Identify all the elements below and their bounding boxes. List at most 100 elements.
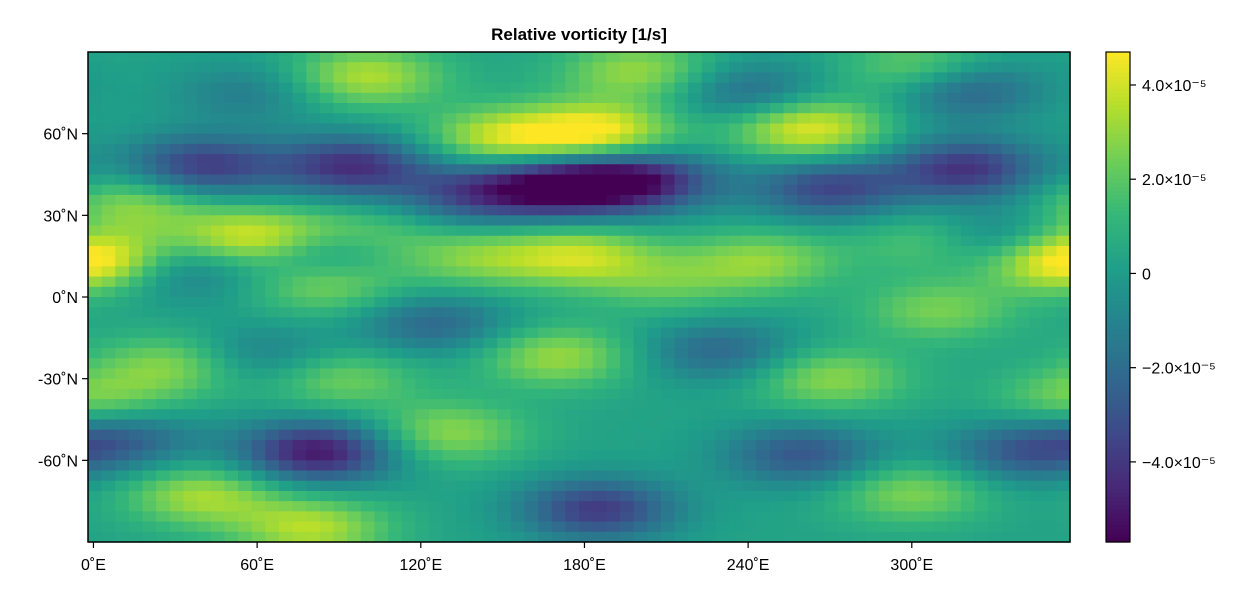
heatmap-cell <box>701 164 716 176</box>
heatmap-cell <box>265 429 280 441</box>
heatmap-cell <box>347 480 362 492</box>
heatmap-cell <box>183 174 198 186</box>
heatmap-cell <box>797 317 812 329</box>
heatmap-cell <box>169 388 185 400</box>
heatmap-cell <box>742 215 757 227</box>
heatmap-cell <box>906 511 921 523</box>
heatmap-cell <box>933 82 948 94</box>
heatmap-cell <box>660 501 676 512</box>
heatmap-cell <box>551 245 566 257</box>
colorbar-segment <box>1106 227 1130 233</box>
heatmap-cell <box>619 92 635 104</box>
heatmap-cell <box>865 419 880 431</box>
heatmap-cell <box>360 52 376 63</box>
heatmap-cell <box>783 501 798 512</box>
heatmap-cell <box>292 317 307 329</box>
heatmap-cell <box>879 245 894 257</box>
heatmap-cell <box>715 174 730 186</box>
heatmap-cell <box>906 82 921 94</box>
heatmap-cell <box>1001 82 1017 94</box>
heatmap-cell <box>715 460 730 472</box>
heatmap-cell <box>142 439 157 451</box>
heatmap-cell <box>988 103 1003 114</box>
heatmap-cell <box>1015 103 1030 114</box>
heatmap-cell <box>606 368 621 380</box>
heatmap-cell <box>238 184 253 196</box>
heatmap-cell <box>483 317 498 329</box>
heatmap-cell <box>456 103 471 114</box>
heatmap-cell <box>497 378 512 390</box>
heatmap-cell <box>660 388 676 400</box>
heatmap-cell <box>510 317 526 329</box>
heatmap-cell <box>797 245 812 257</box>
heatmap-cell <box>169 164 185 176</box>
heatmap-cell <box>360 62 376 74</box>
colorbar-segment <box>1106 350 1130 355</box>
heatmap-cell <box>647 82 662 94</box>
heatmap-cell <box>401 511 416 523</box>
heatmap-cell <box>442 154 457 165</box>
heatmap-cell <box>865 450 880 461</box>
heatmap-cell <box>783 276 798 288</box>
heatmap-cell <box>442 133 457 145</box>
heatmap-cells <box>88 52 1071 543</box>
heatmap-cell <box>210 194 225 206</box>
heatmap-cell <box>892 143 907 155</box>
colorbar-segment <box>1106 374 1130 380</box>
heatmap-cell <box>360 205 376 216</box>
heatmap-cell <box>906 358 921 370</box>
heatmap-cell <box>647 358 662 370</box>
heatmap-cell <box>824 205 839 216</box>
heatmap-cell <box>415 225 430 237</box>
heatmap-cell <box>469 327 485 339</box>
heatmap-cell <box>619 184 635 196</box>
heatmap-cell <box>101 409 116 421</box>
heatmap-cell <box>415 450 430 461</box>
heatmap-cell <box>579 307 594 319</box>
heatmap-cell <box>565 368 580 380</box>
heatmap-cell <box>360 337 376 349</box>
heatmap-cell <box>879 82 894 94</box>
heatmap-cell <box>497 521 512 533</box>
heatmap-cell <box>278 337 294 349</box>
heatmap-cell <box>606 266 621 278</box>
heatmap-cell <box>415 72 430 84</box>
heatmap-cell <box>769 409 785 421</box>
heatmap-cell <box>565 92 580 104</box>
heatmap-cell <box>1042 103 1057 114</box>
heatmap-cell <box>756 531 771 543</box>
heatmap-cell <box>674 409 689 421</box>
heatmap-cell <box>524 368 539 380</box>
heatmap-cell <box>919 113 935 125</box>
heatmap-cell <box>824 521 839 533</box>
heatmap-cell <box>115 368 130 380</box>
heatmap-cell <box>156 348 171 359</box>
heatmap-cell <box>688 429 703 441</box>
heatmap-cell <box>238 368 253 380</box>
heatmap-cell <box>988 297 1003 308</box>
heatmap-cell <box>306 82 321 94</box>
heatmap-cell <box>224 184 239 196</box>
heatmap-cell <box>783 62 798 74</box>
heatmap-cell <box>797 307 812 319</box>
heatmap-cell <box>606 388 621 400</box>
heatmap-cell <box>510 225 526 237</box>
heatmap-cell <box>428 337 444 349</box>
heatmap-cell <box>360 286 376 298</box>
heatmap-cell <box>115 399 130 410</box>
colorbar-segment <box>1106 341 1130 347</box>
heatmap-cell <box>265 52 280 63</box>
heatmap-cell <box>333 419 348 431</box>
heatmap-cell <box>88 72 103 84</box>
heatmap-cell <box>919 72 935 84</box>
heatmap-cell <box>333 154 348 165</box>
heatmap-cell <box>906 235 921 247</box>
heatmap-cell <box>674 82 689 94</box>
heatmap-cell <box>879 470 894 482</box>
heatmap-cell <box>769 82 785 94</box>
heatmap-cell <box>1015 72 1030 84</box>
heatmap-cell <box>183 388 198 400</box>
heatmap-cell <box>538 123 553 135</box>
heatmap-cell <box>197 429 212 441</box>
heatmap-cell <box>442 337 457 349</box>
